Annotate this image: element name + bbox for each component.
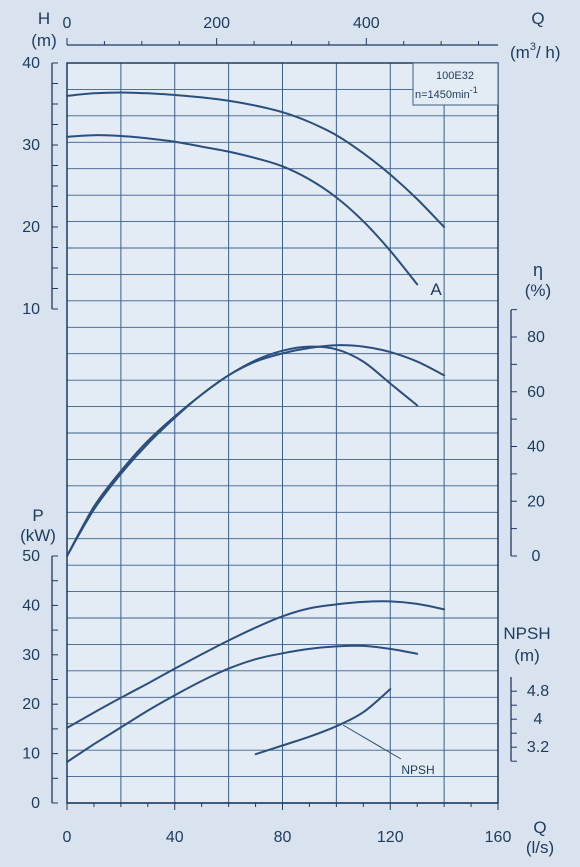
curves xyxy=(66,91,446,763)
eta-tick-label: 20 xyxy=(527,493,545,510)
head-curve-2 xyxy=(66,134,419,286)
q-bottom-axis-symbol: Q xyxy=(533,818,546,837)
q-bottom-tick-label: 80 xyxy=(274,829,292,846)
p-axis-symbol: P xyxy=(32,506,43,525)
q-top-tick-label: 400 xyxy=(353,15,380,32)
q-top-axis-unit: (m3/ h) xyxy=(510,41,561,62)
h-tick-label: 30 xyxy=(22,137,40,154)
npsh-callout-leader xyxy=(342,724,402,760)
q-bottom-tick-label: 0 xyxy=(63,829,72,846)
npsh-callout-label: NPSH xyxy=(401,763,434,777)
q-top-axis-symbol: Q xyxy=(531,9,544,28)
p-tick-label: 10 xyxy=(22,746,40,763)
p-tick-label: 50 xyxy=(22,548,40,565)
model-info-box: 100E32 n=1450min-1 xyxy=(412,62,499,106)
model-label: 100E32 xyxy=(436,70,474,82)
p-axis-unit: (kW) xyxy=(20,526,56,545)
q-bottom-axis-unit: (l/s) xyxy=(526,838,554,857)
p-tick-label: 30 xyxy=(22,647,40,664)
q-top-tick-label: 0 xyxy=(63,15,72,32)
eta-axis-unit: (%) xyxy=(525,281,551,300)
q-bottom-tick-label: 160 xyxy=(485,829,512,846)
q-top-tick-label: 200 xyxy=(203,15,230,32)
npsh-axis-unit: (m) xyxy=(514,646,539,665)
eta-tick-label: 40 xyxy=(527,439,545,456)
npsh-tick-label: 3.2 xyxy=(527,739,549,756)
p-tick-label: 20 xyxy=(22,696,40,713)
eta-tick-label: 60 xyxy=(527,384,545,401)
npsh-axis-symbol: NPSH xyxy=(503,624,550,643)
eta-axis-symbol: η xyxy=(533,260,543,280)
npsh-curve-1 xyxy=(254,688,392,756)
npsh-tick-label: 4.8 xyxy=(527,683,549,700)
h-axis-unit: (m) xyxy=(31,31,56,50)
efficiency-curve-2 xyxy=(66,345,419,557)
p-tick-label: 40 xyxy=(22,597,40,614)
q-bottom-tick-label: 120 xyxy=(377,829,404,846)
h-tick-label: 40 xyxy=(22,55,40,72)
h-axis-symbol: H xyxy=(38,9,50,28)
h-tick-label: 20 xyxy=(22,219,40,236)
p-tick-label: 0 xyxy=(31,795,40,812)
axes xyxy=(51,38,517,810)
efficiency-curve-1 xyxy=(66,344,446,557)
curve-a-label: A xyxy=(430,280,442,299)
q-bottom-tick-label: 40 xyxy=(166,829,184,846)
power-curve-1 xyxy=(66,600,446,729)
head-curve-1 xyxy=(66,91,446,228)
h-tick-label: 10 xyxy=(22,301,40,318)
npsh-tick-label: 4 xyxy=(534,711,543,728)
eta-tick-label: 80 xyxy=(527,329,545,346)
power-curve-2 xyxy=(66,644,419,763)
speed-label: n=1450min-1 xyxy=(415,85,478,101)
eta-tick-label: 0 xyxy=(532,548,541,565)
